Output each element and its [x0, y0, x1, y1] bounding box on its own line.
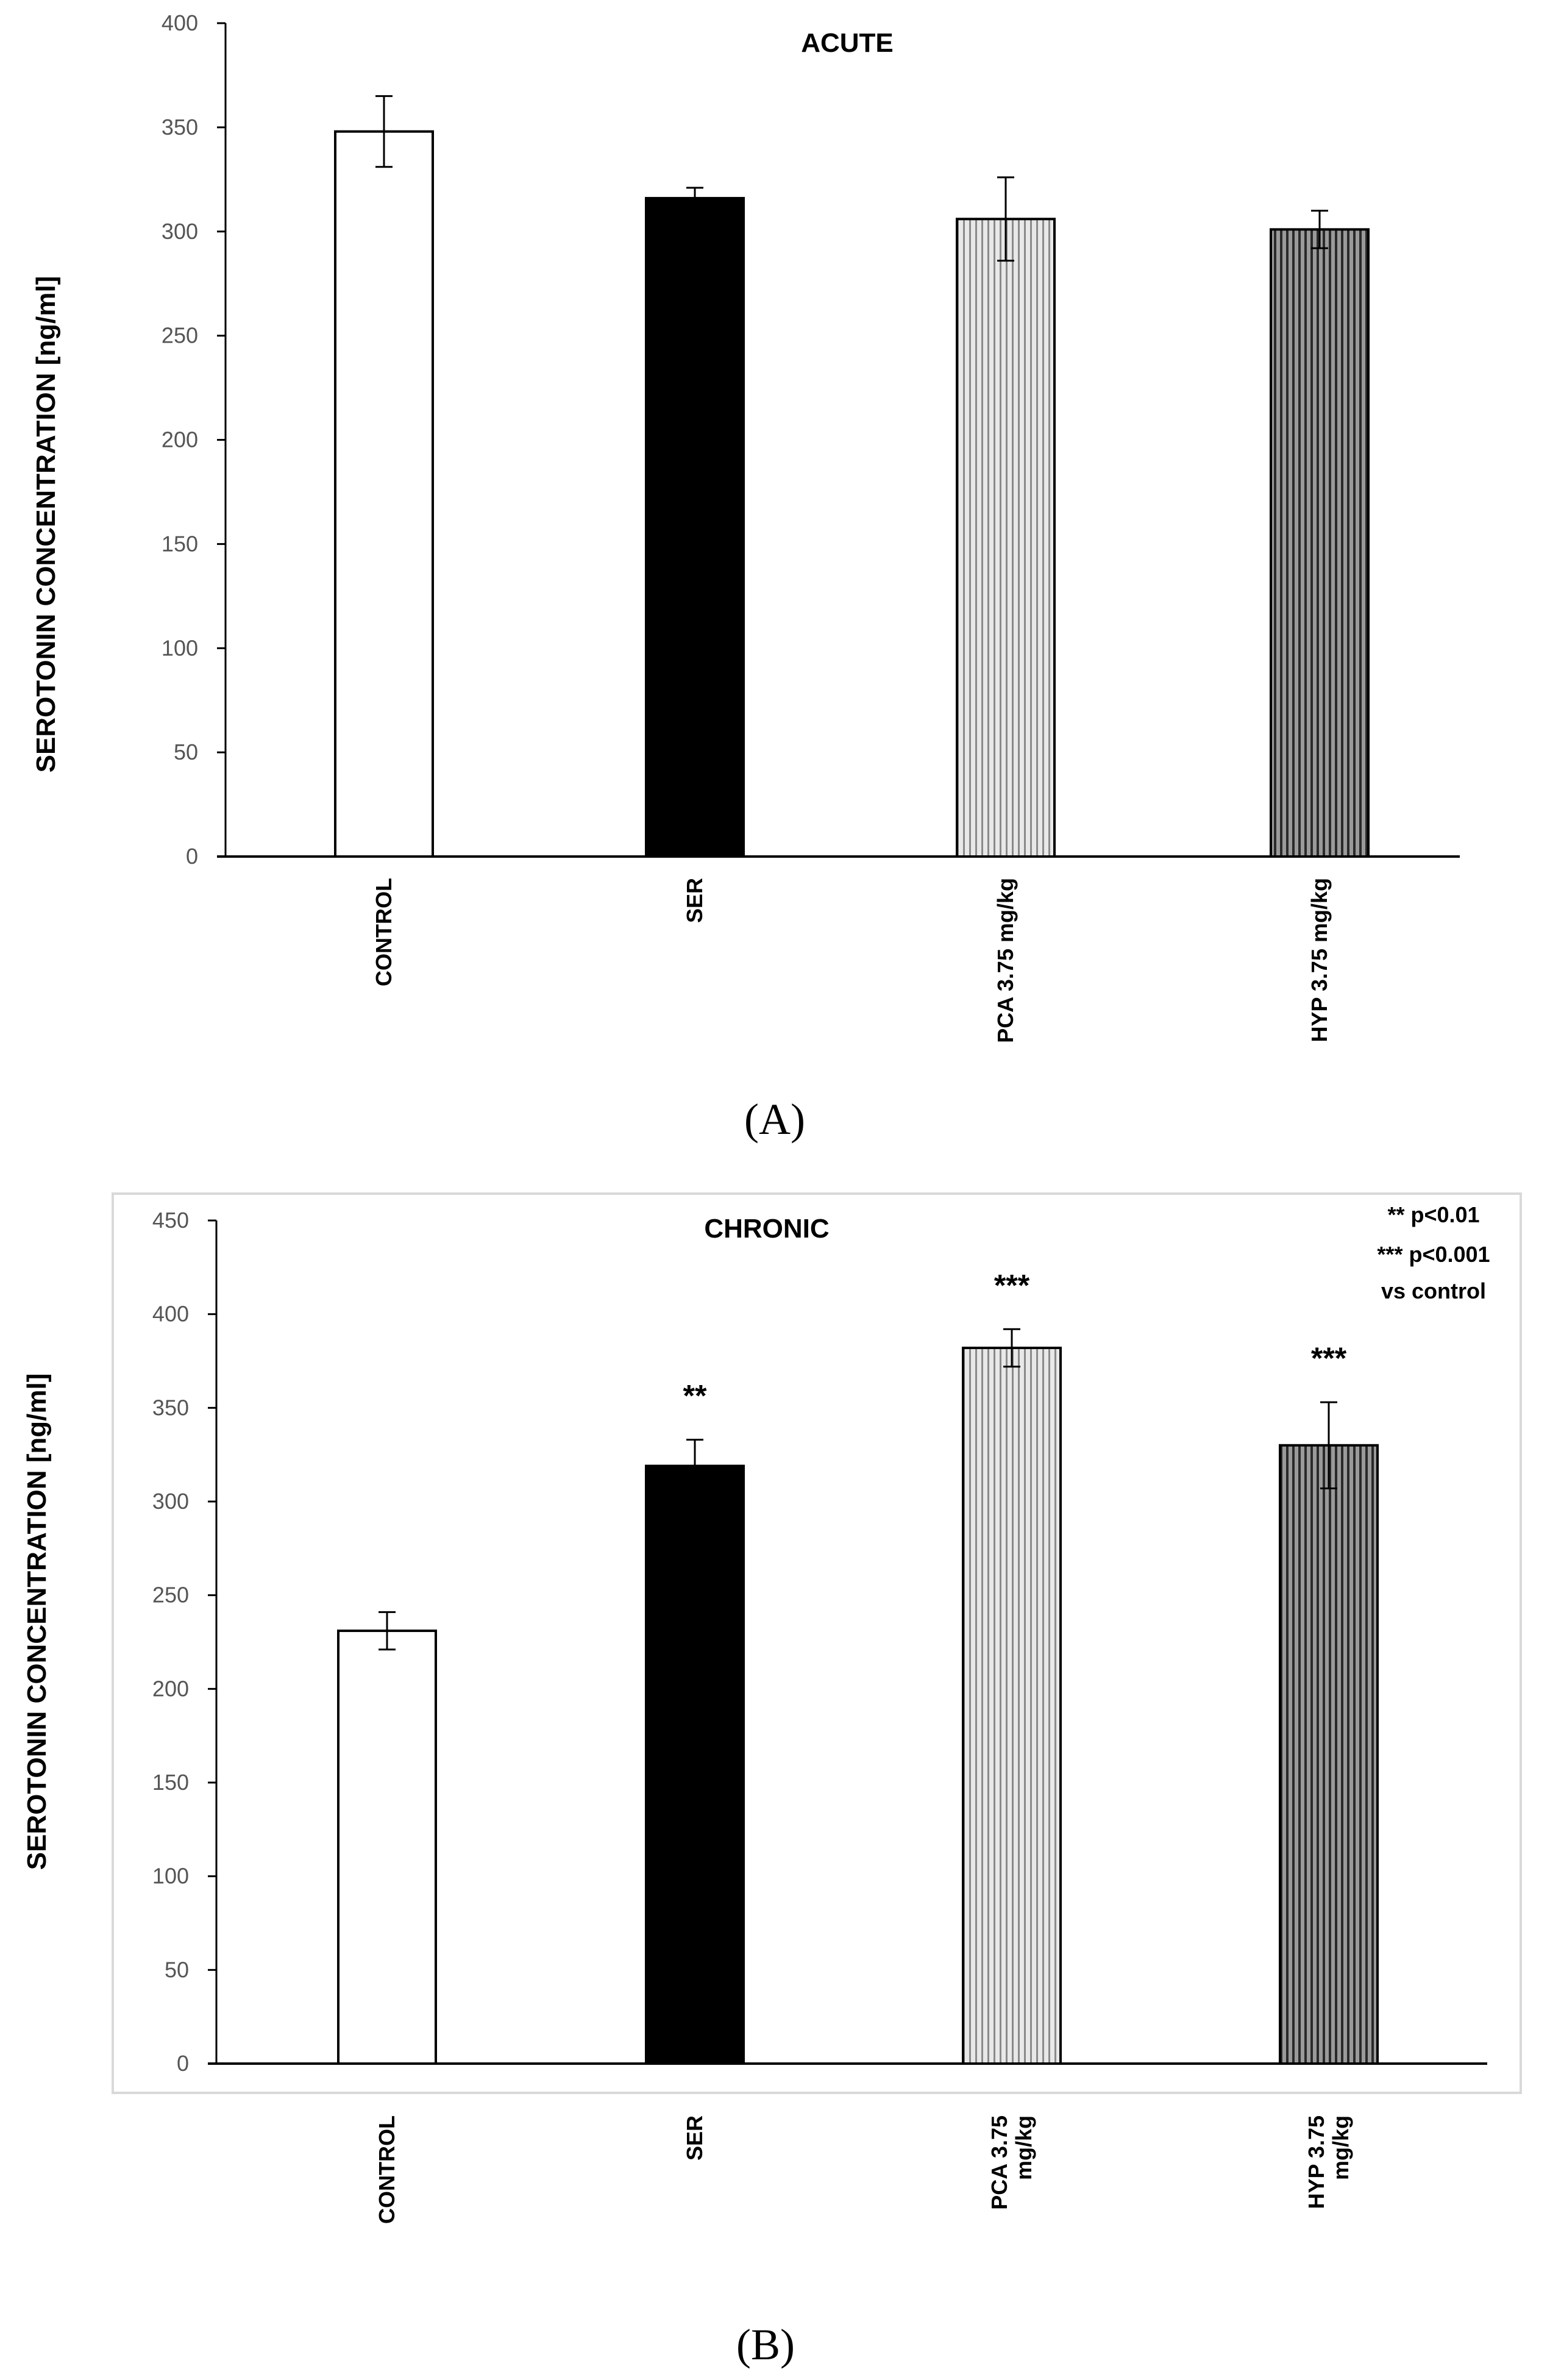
y-tick-label: 350: [152, 1395, 189, 1420]
x-tick-label: PCA 3.75: [987, 2115, 1012, 2210]
y-tick-label: 100: [152, 1864, 189, 1889]
bar: [1270, 228, 1370, 858]
y-tick-label: 250: [162, 323, 198, 348]
bar: [337, 1630, 437, 2065]
bar: [645, 1464, 745, 2065]
y-axis-label: SEROTONIN CONCENTRATION [ng/ml]: [31, 276, 61, 773]
chart-frame: [112, 1192, 1522, 2094]
y-tick-label: 0: [177, 2051, 189, 2076]
significance-marker: **: [683, 1379, 707, 1413]
legend-line-3: vs control: [1381, 1278, 1486, 1303]
bar: [334, 130, 434, 858]
panel-label-a: (A): [744, 1095, 805, 1144]
x-tick-label: CONTROL: [374, 2115, 399, 2224]
y-tick-label: 250: [152, 1583, 189, 1608]
panel-label-b: (B): [736, 2320, 795, 2369]
y-tick-label: 0: [186, 844, 198, 869]
x-tick-label: mg/kg: [1011, 2115, 1036, 2180]
x-tick-label: SER: [682, 2115, 707, 2161]
x-tick-label: HYP 3.75: [1304, 2115, 1329, 2209]
chart-acute: ACUTE SEROTONIN CONCENTRATION [ng/ml] 0 5…: [31, 10, 1460, 1043]
y-tick-label: 100: [162, 635, 198, 660]
y-tick-label: 50: [165, 1957, 189, 1982]
y-tick-label: 50: [174, 739, 198, 764]
chart-title: CHRONIC: [704, 1214, 829, 1244]
legend-line-2: *** p<0.001: [1377, 1242, 1490, 1267]
x-tick-label: HYP 3.75 mg/kg: [1307, 878, 1332, 1042]
legend-line-1: ** p<0.01: [1387, 1202, 1479, 1227]
y-tick-label: 450: [152, 1208, 189, 1233]
bar: [645, 197, 745, 858]
x-tick-label: mg/kg: [1328, 2115, 1353, 2180]
chart-title: ACUTE: [801, 28, 894, 58]
y-tick-label: 150: [152, 1770, 189, 1795]
bar: [962, 1346, 1062, 2065]
x-tick-label: PCA 3.75 mg/kg: [993, 878, 1018, 1043]
x-tick-label: SER: [682, 878, 707, 923]
y-tick-label: 200: [162, 427, 198, 452]
significance-marker: ***: [994, 1268, 1030, 1302]
significance-marker: ***: [1311, 1341, 1347, 1375]
bar: [956, 218, 1056, 858]
y-tick-label: 150: [162, 531, 198, 556]
y-axis-label: SEROTONIN CONCENTRATION [ng/ml]: [22, 1373, 52, 1870]
chart-chronic: CHRONIC SEROTONIN CONCENTRATION [ng/ml] …: [22, 1202, 1490, 2224]
y-tick-label: 300: [162, 219, 198, 244]
y-tick-label: 400: [152, 1302, 189, 1327]
bar: [1279, 1444, 1379, 2065]
x-tick-label: CONTROL: [371, 878, 396, 986]
y-tick-label: 200: [152, 1676, 189, 1701]
y-tick-label: 350: [162, 115, 198, 140]
y-tick-label: 300: [152, 1489, 189, 1514]
y-tick-label: 400: [162, 10, 198, 35]
